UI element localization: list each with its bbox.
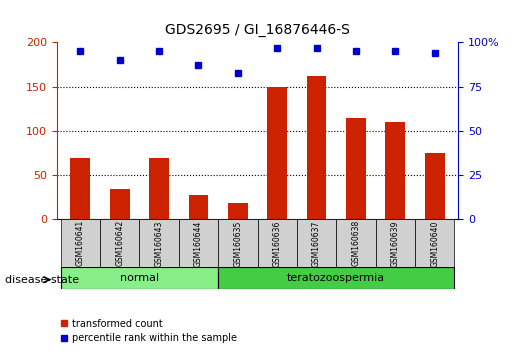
Bar [149, 158, 169, 219]
Bar [100, 219, 140, 267]
Text: GSM160642: GSM160642 [115, 220, 124, 267]
Bar [386, 122, 405, 219]
Bar [71, 158, 90, 219]
Bar [218, 219, 258, 267]
Text: GSM160638: GSM160638 [351, 220, 360, 267]
Text: GSM160639: GSM160639 [391, 220, 400, 267]
Text: GDS2695 / GI_16876446-S: GDS2695 / GI_16876446-S [165, 23, 350, 37]
Bar [110, 188, 129, 219]
Bar [375, 219, 415, 267]
Bar [336, 219, 375, 267]
Text: disease state: disease state [5, 275, 79, 285]
Text: GSM160643: GSM160643 [154, 220, 164, 267]
Legend: transformed count, percentile rank within the sample: transformed count, percentile rank withi… [56, 315, 241, 347]
Bar [267, 87, 287, 219]
Text: GSM160644: GSM160644 [194, 220, 203, 267]
Text: teratozoospermia: teratozoospermia [287, 273, 385, 282]
Bar [346, 118, 366, 219]
Bar [61, 219, 100, 267]
Text: GSM160640: GSM160640 [430, 220, 439, 267]
Bar [179, 219, 218, 267]
Text: normal: normal [120, 273, 159, 282]
Bar [425, 153, 444, 219]
Bar [61, 267, 218, 289]
Bar [258, 219, 297, 267]
Bar [297, 219, 336, 267]
Bar [140, 219, 179, 267]
Bar [228, 202, 248, 219]
Bar [307, 76, 327, 219]
Bar [188, 195, 208, 219]
Text: GSM160637: GSM160637 [312, 220, 321, 267]
Text: GSM160641: GSM160641 [76, 220, 85, 267]
Text: GSM160636: GSM160636 [272, 220, 282, 267]
Bar [218, 267, 454, 289]
Text: GSM160635: GSM160635 [233, 220, 243, 267]
Bar [415, 219, 454, 267]
